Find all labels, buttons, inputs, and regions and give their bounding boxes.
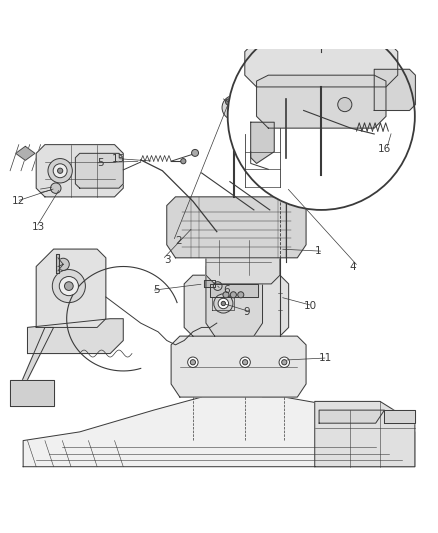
Polygon shape: [319, 410, 385, 423]
Circle shape: [191, 149, 198, 156]
Circle shape: [181, 158, 186, 164]
Circle shape: [279, 357, 290, 367]
Circle shape: [48, 158, 72, 183]
Circle shape: [214, 294, 233, 313]
Text: 16: 16: [378, 144, 391, 154]
Polygon shape: [206, 232, 280, 284]
Text: 15: 15: [112, 154, 125, 164]
Polygon shape: [204, 280, 215, 287]
Circle shape: [187, 357, 198, 367]
Polygon shape: [167, 197, 306, 258]
Polygon shape: [36, 249, 106, 327]
Polygon shape: [23, 389, 415, 467]
Text: 6: 6: [223, 285, 230, 295]
Circle shape: [230, 292, 237, 298]
Polygon shape: [16, 147, 35, 160]
Circle shape: [64, 282, 73, 290]
Circle shape: [243, 360, 248, 365]
Circle shape: [218, 298, 229, 309]
Polygon shape: [257, 75, 386, 128]
Circle shape: [190, 360, 195, 365]
Polygon shape: [19, 327, 53, 389]
Text: 10: 10: [304, 301, 317, 311]
Polygon shape: [28, 319, 123, 353]
Circle shape: [50, 183, 61, 193]
Text: 5: 5: [154, 286, 160, 295]
Polygon shape: [75, 154, 123, 188]
Circle shape: [228, 23, 415, 210]
Circle shape: [213, 282, 222, 290]
Circle shape: [57, 168, 63, 173]
Circle shape: [52, 270, 85, 303]
Text: 5: 5: [97, 158, 104, 168]
Circle shape: [282, 360, 287, 365]
Polygon shape: [36, 144, 123, 197]
Polygon shape: [171, 336, 306, 397]
Text: 4: 4: [350, 262, 356, 271]
Polygon shape: [385, 410, 415, 423]
Text: 12: 12: [12, 196, 25, 206]
Circle shape: [282, 184, 291, 192]
Circle shape: [59, 277, 78, 296]
Polygon shape: [206, 258, 262, 336]
Circle shape: [222, 95, 247, 120]
Circle shape: [53, 164, 67, 177]
Polygon shape: [282, 186, 291, 190]
Text: 3: 3: [165, 255, 171, 264]
Text: 1: 1: [315, 246, 321, 256]
Polygon shape: [184, 275, 289, 336]
Circle shape: [338, 98, 352, 111]
Circle shape: [228, 101, 241, 114]
Polygon shape: [10, 379, 53, 406]
Text: 2: 2: [175, 236, 182, 246]
Polygon shape: [56, 254, 59, 273]
Polygon shape: [245, 40, 398, 87]
Circle shape: [240, 357, 251, 367]
Circle shape: [57, 258, 69, 270]
Text: 9: 9: [243, 307, 250, 317]
Text: 13: 13: [32, 222, 45, 232]
Polygon shape: [210, 284, 258, 297]
Circle shape: [223, 292, 229, 298]
Circle shape: [226, 99, 232, 105]
Polygon shape: [315, 401, 415, 467]
Circle shape: [221, 301, 226, 305]
Polygon shape: [374, 69, 415, 110]
Circle shape: [238, 292, 244, 298]
Text: 11: 11: [319, 353, 332, 363]
Polygon shape: [251, 122, 274, 164]
